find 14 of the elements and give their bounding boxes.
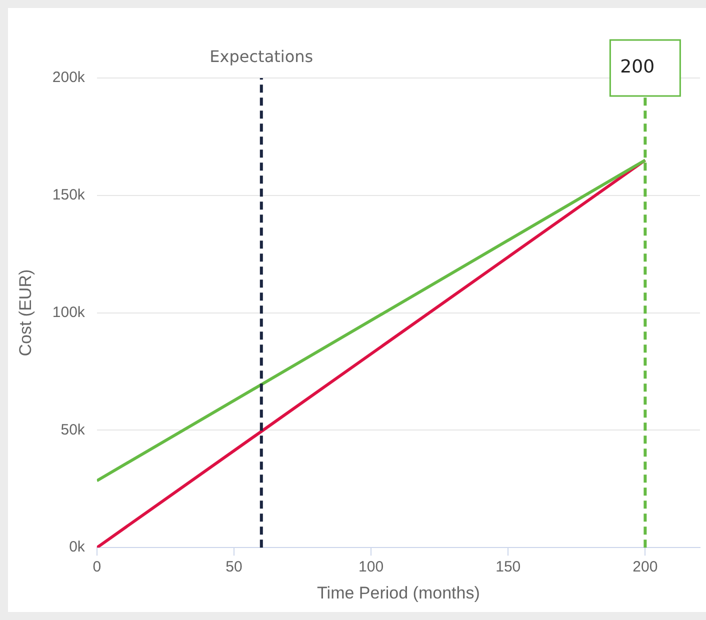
- y-tick-label: 200k: [52, 69, 86, 86]
- x-tick-label: 150: [496, 558, 521, 576]
- y-axis-title: Cost (EUR): [16, 269, 35, 356]
- ref-line-label: 200: [620, 56, 655, 78]
- y-tick-label: 50k: [60, 421, 86, 438]
- y-tick-label: 150k: [52, 186, 86, 204]
- y-tick-label: 100k: [52, 304, 86, 321]
- x-tick-label: 50: [226, 558, 242, 576]
- x-tick-label: 200: [632, 558, 658, 576]
- ref-line-label: Expectations: [210, 47, 314, 66]
- x-axis-title: Time Period (months): [317, 583, 480, 602]
- y-tick-label: 0k: [69, 538, 86, 556]
- x-tick-label: 0: [92, 558, 102, 576]
- x-tick-label: 100: [358, 558, 384, 576]
